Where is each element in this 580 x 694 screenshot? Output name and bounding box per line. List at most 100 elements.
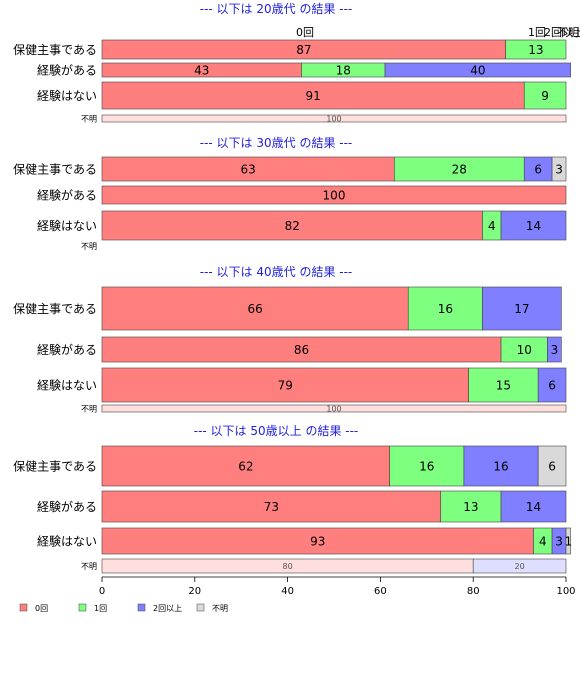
row-label: 経験がある [37, 63, 97, 78]
bar-value-label: 17 [514, 302, 529, 316]
row-label: 経験がある [37, 499, 97, 514]
bar-value-label: 87 [296, 43, 311, 57]
bar-segment [101, 286, 409, 331]
row-label: 経験がある [37, 188, 97, 203]
legend-label: 0回 [35, 604, 48, 613]
bar-value-label: 43 [194, 64, 209, 78]
row-label: 不明 [81, 405, 97, 414]
bar-value-label: 80 [283, 562, 293, 571]
bar-value-label: 93 [310, 535, 325, 549]
top-label-1: 1回 [528, 26, 546, 39]
bar-segment [101, 114, 567, 123]
row-label: 経験はない [37, 534, 97, 549]
bar-value-label: 9 [541, 89, 549, 103]
legend-swatch [196, 603, 205, 612]
bar-value-label: 15 [496, 379, 511, 393]
bar-segment [537, 445, 567, 487]
bar-value-label: 6 [548, 460, 556, 474]
bar-value-label: 4 [488, 219, 496, 233]
group-title: --- 以下は 30歳代 の結果 --- [200, 136, 353, 150]
bar-segment [101, 156, 395, 182]
bar-segment [482, 286, 562, 331]
legend-swatch [78, 603, 87, 612]
bar-segment [500, 490, 567, 523]
bar-value-label: 40 [470, 64, 485, 78]
top-label-3: 不明 [557, 26, 579, 39]
group-title: --- 以下は 50歳以上 の結果 --- [194, 424, 359, 438]
bar-value-label: 14 [526, 219, 541, 233]
bar-value-label: 16 [438, 302, 453, 316]
bar-segment [101, 210, 483, 241]
bar-segment [440, 490, 502, 523]
bar-value-label: 1 [564, 535, 572, 549]
bar-value-label: 6 [548, 379, 556, 393]
bar-segment [537, 367, 567, 403]
bar-segment [505, 39, 567, 60]
row-label: 不明 [81, 562, 97, 571]
row-label: 保健主事である [13, 163, 97, 177]
bar-value-label: 3 [551, 343, 559, 357]
bar-segment [384, 62, 571, 78]
bar-value-label: 13 [528, 43, 543, 57]
bar-segment [565, 527, 571, 555]
bar-value-label: 66 [247, 302, 262, 316]
row-label: 経験はない [37, 88, 97, 103]
top-label-2: 2回以上 [544, 26, 580, 39]
bar-value-label: 18 [336, 64, 351, 78]
bar-value-label: 13 [463, 500, 478, 514]
bar-value-label: 6 [534, 163, 542, 177]
bar-value-label: 3 [555, 535, 563, 549]
bar-value-label: 100 [326, 405, 341, 414]
bar-segment [101, 336, 502, 363]
bar-value-label: 16 [493, 460, 508, 474]
bar-value-label: 62 [238, 460, 253, 474]
legend-swatch [137, 603, 146, 612]
legend-label: 2回以上 [153, 604, 182, 613]
bar-value-label: 4 [539, 535, 547, 549]
row-label: 保健主事である [13, 460, 97, 474]
x-tick-label: 20 [188, 586, 201, 597]
bar-value-label: 16 [419, 460, 434, 474]
bar-value-label: 91 [305, 89, 320, 103]
bar-value-label: 100 [326, 115, 341, 124]
row-label: 不明 [81, 242, 97, 251]
top-label-0: 0回 [296, 26, 314, 39]
group-title: --- 以下は 40歳代 の結果 --- [200, 265, 353, 279]
bar-segment [547, 336, 562, 363]
bar-segment [389, 445, 465, 487]
row-label: 経験はない [37, 218, 97, 233]
bar-segment [101, 445, 390, 487]
x-tick-label: 80 [467, 586, 480, 597]
bar-value-label: 10 [517, 343, 532, 357]
bar-segment [463, 445, 539, 487]
row-label: 不明 [81, 115, 97, 124]
bar-value-label: 73 [264, 500, 279, 514]
bar-value-label: 14 [526, 500, 541, 514]
row-label: 保健主事である [13, 43, 97, 57]
bar-segment [523, 81, 567, 110]
bar-segment [500, 210, 567, 241]
bar-value-label: 20 [515, 562, 525, 571]
bar-value-label: 82 [285, 219, 300, 233]
bar-value-label: 63 [241, 163, 256, 177]
bar-segment [101, 404, 567, 413]
bar-segment [407, 286, 483, 331]
legend-label: 1回 [94, 604, 107, 613]
bar-value-label: 3 [555, 163, 563, 177]
x-tick-label: 40 [281, 586, 294, 597]
bar-segment [101, 185, 567, 205]
bar-value-label: 79 [278, 379, 293, 393]
x-tick-label: 0 [99, 586, 105, 597]
legend-swatch [19, 603, 28, 612]
group-title: --- 以下は 20歳代 の結果 --- [200, 2, 353, 16]
row-label: 経験はない [37, 378, 97, 393]
bar-segment [472, 558, 567, 574]
bar-segment [500, 336, 548, 363]
x-tick-label: 100 [556, 586, 575, 597]
row-label: 経験がある [37, 342, 97, 357]
row-label: 保健主事である [13, 302, 97, 316]
x-tick-label: 60 [374, 586, 387, 597]
bar-value-label: 100 [323, 189, 346, 203]
bar-segment [551, 156, 567, 182]
